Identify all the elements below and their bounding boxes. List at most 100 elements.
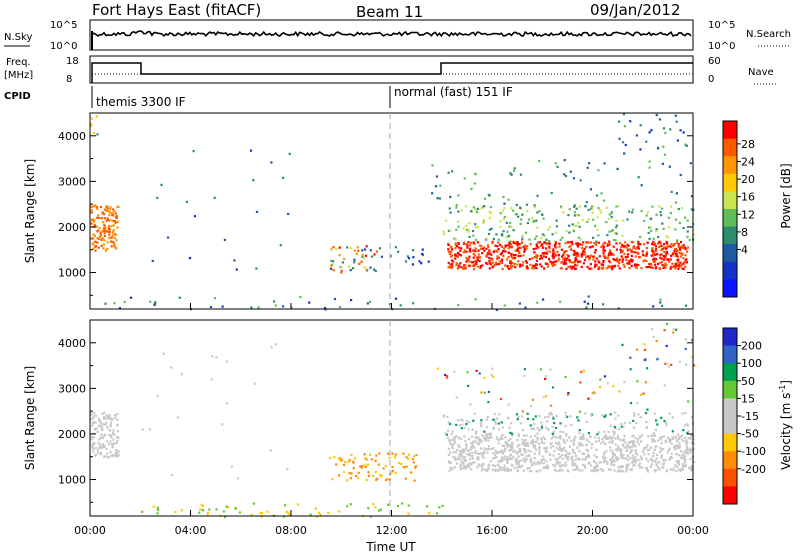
nave-tick-right-bottom: 0 (708, 74, 714, 85)
scatter-cell (652, 452, 655, 455)
scatter-cell (626, 454, 629, 457)
scatter-cell (662, 266, 665, 270)
scatter-cell (663, 435, 666, 438)
scatter-cell (350, 453, 353, 456)
scatter-cell (503, 468, 506, 471)
scatter-cell (635, 263, 638, 266)
scatter-cell (644, 467, 647, 470)
scatter-cell (649, 465, 652, 468)
scatter-cell (449, 211, 452, 214)
scatter-cell (467, 257, 470, 260)
scatter-cell (654, 267, 657, 270)
scatter-cell (581, 463, 584, 466)
velocity-label-exponent: -1 (778, 385, 787, 393)
scatter-cell (666, 451, 669, 454)
scatter-cell (523, 450, 526, 453)
scatter-cell (603, 456, 606, 459)
scatter-cell (677, 445, 680, 448)
scatter-cell (112, 438, 115, 441)
scatter-cell (394, 456, 397, 459)
scatter-cell (674, 228, 677, 231)
scatter-cell (626, 255, 629, 258)
scatter-cell (106, 455, 109, 459)
scatter-cell (509, 240, 512, 243)
scatter-cell (476, 256, 480, 259)
scatter-cell (452, 451, 455, 454)
colorbar-tick-label: 50 (741, 375, 755, 388)
scatter-cell (545, 238, 548, 241)
scatter-cell (637, 464, 640, 467)
scatter-cell (458, 424, 462, 427)
scatter-cell (421, 252, 424, 255)
scatter-cell (550, 413, 553, 416)
scatter-cell (680, 434, 684, 437)
scatter-cell (559, 430, 562, 433)
scatter-cell (552, 454, 555, 457)
scatter-cell (472, 249, 475, 252)
scatter-cell (95, 115, 98, 118)
scatter-cell (478, 452, 481, 455)
scatter-cell (602, 249, 605, 252)
scatter-cell (99, 234, 103, 237)
scatter-cell (103, 455, 106, 458)
scatter-cell (603, 241, 606, 244)
scatter-cell (543, 251, 546, 254)
scatter-cell (464, 264, 467, 267)
scatter-cell (466, 244, 469, 247)
scatter-cell (576, 245, 580, 248)
scatter-cell (597, 206, 600, 210)
scatter-cell (471, 261, 474, 264)
scatter-cell (356, 246, 359, 249)
noise-tick-left-bottom: 10^0 (50, 41, 77, 52)
scatter-cell (448, 207, 451, 210)
colorbar-tick-label: 15 (741, 392, 755, 405)
scatter-cell (447, 453, 451, 456)
scatter-cell (482, 247, 485, 250)
scatter-cell (116, 455, 119, 458)
scatter-cell (542, 246, 545, 249)
scatter-cell (480, 447, 483, 450)
scatter-cell (652, 240, 655, 244)
xtick-label: 00:00 (677, 524, 709, 537)
scatter-cell (473, 461, 476, 464)
scatter-cell (111, 446, 114, 449)
scatter-cell (490, 436, 493, 439)
scatter-cell (412, 302, 415, 305)
scatter-cell (363, 453, 366, 456)
scatter-cell (671, 262, 674, 265)
scatter-cell (456, 267, 459, 270)
scatter-cell (568, 436, 571, 439)
scatter-cell (615, 248, 618, 251)
scatter-cell (558, 469, 561, 472)
scatter-cell (535, 259, 538, 262)
scatter-cell (575, 242, 578, 245)
scatter-cell (106, 241, 109, 244)
scatter-cell (615, 232, 618, 235)
scatter-cell (628, 262, 631, 265)
scatter-cell (199, 508, 202, 511)
scatter-cell (449, 466, 452, 469)
scatter-cell (597, 267, 600, 270)
scatter-cell (563, 252, 566, 255)
scatter-cell (472, 230, 475, 233)
scatter-cell (116, 424, 119, 427)
colorbar-swatch (723, 416, 737, 435)
scatter-cell (654, 245, 658, 248)
scatter-cell (531, 216, 534, 220)
scatter-cell (478, 244, 482, 247)
scatter-cell (540, 459, 543, 462)
scatter-cell (497, 451, 500, 454)
scatter-cell (92, 415, 95, 418)
scatter-cell (630, 445, 633, 448)
scatter-cell (622, 219, 625, 222)
scatter-cell (542, 462, 545, 465)
scatter-cell (512, 450, 515, 453)
scatter-cell (664, 253, 667, 256)
scatter-cell (496, 250, 499, 253)
scatter-cell (549, 458, 552, 461)
scatter-cell (572, 450, 575, 453)
scatter-cell (548, 240, 551, 243)
scatter-cell (673, 251, 676, 254)
scatter-cell (198, 511, 201, 514)
